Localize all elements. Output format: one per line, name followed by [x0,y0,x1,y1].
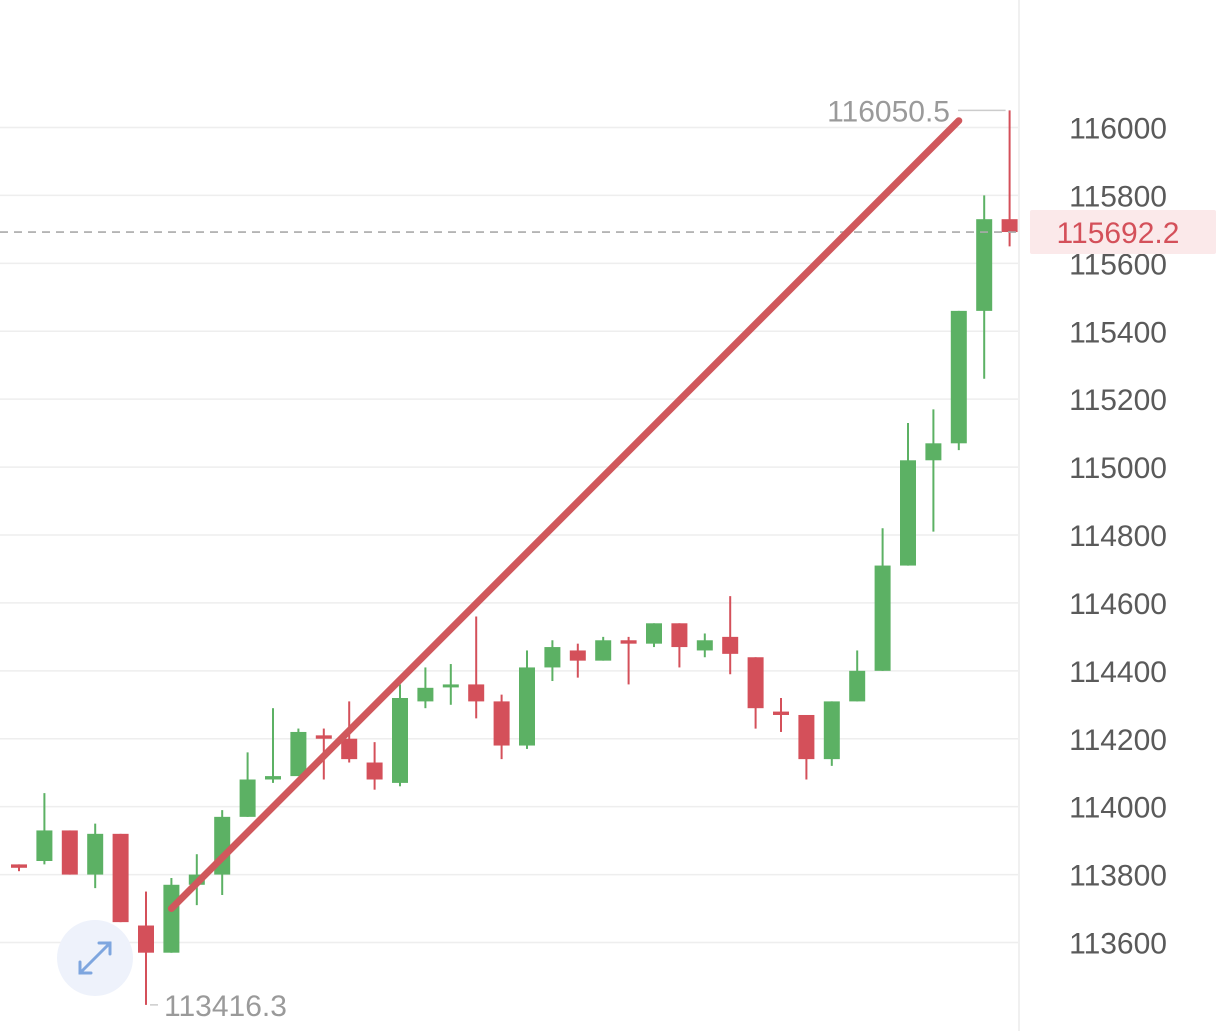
y-tick-label: 113800 [1069,860,1167,893]
y-tick-label: 116000 [1069,113,1167,146]
y-tick-label: 115000 [1069,452,1167,485]
candle-body [36,830,53,861]
expand-chart-button[interactable] [57,920,133,996]
candle-body [849,670,866,702]
high-price-annotation: 116050.5 [827,95,950,128]
candle-body [11,864,27,868]
expand-icon [78,941,112,975]
candle [925,409,942,532]
candle-body [138,925,154,953]
candle-body [112,833,129,923]
candle [773,698,789,732]
candle [519,650,535,749]
candle-body [519,667,535,746]
candle-body [874,565,891,671]
candle [468,616,485,719]
candle-body [595,640,612,661]
candle-body [265,776,281,780]
y-tick-label: 114400 [1069,656,1167,689]
candle [569,643,586,678]
candle-body [392,698,408,783]
candle-body [773,711,789,715]
candle [112,833,129,923]
candle-body [747,657,764,709]
trend-line[interactable] [167,117,963,913]
candle [290,728,307,777]
candle [950,310,967,451]
candle-body [315,735,332,739]
candle [239,752,256,817]
candle-body [1001,219,1018,233]
y-tick-label: 115200 [1069,384,1167,417]
candle [138,891,154,1005]
candle [544,640,561,682]
candle-body [696,640,713,651]
candle-body [950,310,967,444]
candle-body [544,647,561,668]
candle [87,823,104,889]
last-price-tag [1030,210,1216,255]
candle [493,694,510,760]
candle [163,877,180,953]
candle-body [925,443,942,461]
y-tick-label: 115800 [1069,180,1167,213]
candle-body [341,738,358,760]
candle [366,742,383,790]
candle [976,195,993,379]
candles [11,110,1018,1005]
candle-body [671,623,688,648]
candle [36,793,53,865]
y-axis: 1160001158001156001154001152001150001148… [1069,113,1167,961]
candle [646,623,662,648]
candle [392,684,408,787]
last-price-label: 115692.2 [1057,217,1180,250]
candle [798,714,815,780]
candle-body [61,830,78,875]
candle [620,636,637,685]
candle-body [163,884,180,953]
candle [671,623,688,668]
candle [265,708,281,783]
candle-body [823,701,840,760]
candle-body [900,460,916,566]
candle [900,422,916,566]
y-tick-label: 113600 [1069,928,1167,961]
candle [11,864,27,872]
candle [61,830,78,875]
candle [595,636,612,661]
candle-body [798,714,815,760]
candle-body [417,687,434,702]
candle-body [290,731,307,777]
y-tick-label: 115400 [1069,316,1167,349]
candle-body [442,684,459,688]
candle-body [722,636,739,654]
candle-body [468,684,485,702]
candle-body [569,650,586,661]
candle-body [620,640,637,644]
candle [442,664,459,705]
candle [747,657,764,729]
candle [823,701,840,766]
y-tick-label: 114600 [1069,588,1167,621]
y-tick-label: 114000 [1069,792,1167,825]
candle [874,528,891,671]
candle [849,650,866,702]
candle [417,667,434,709]
grid-lines [0,126,1019,944]
candle-body [493,701,510,746]
candle-body [646,623,662,644]
candle-body [366,762,383,780]
candle-body [239,779,256,817]
candle-body [976,219,993,311]
candle [696,633,713,658]
candle [722,596,739,675]
candle [1001,110,1018,247]
low-price-annotation: 113416.3 [164,990,287,1023]
y-tick-label: 114200 [1069,724,1167,757]
y-tick-label: 114800 [1069,520,1167,553]
candle-body [87,833,104,875]
